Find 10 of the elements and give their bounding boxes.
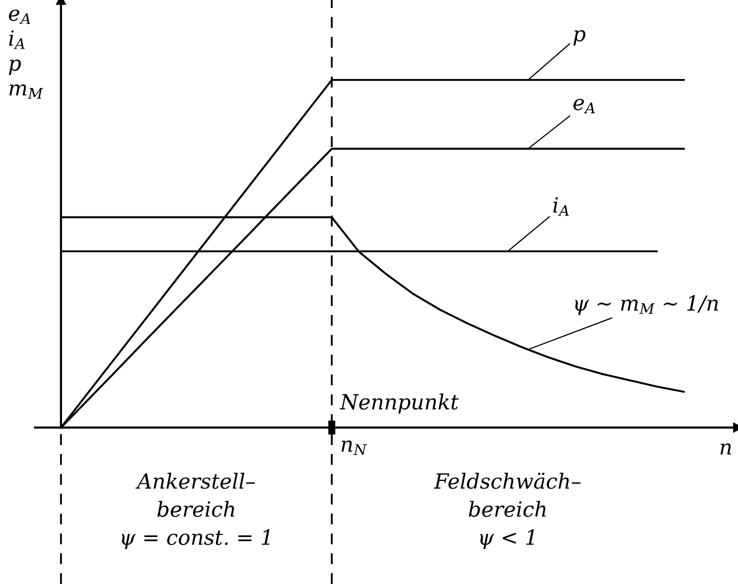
text: ψ ∼ m$_{M}$ ∼ 1/n: [575, 295, 718, 315]
text: Feldschwäch– bereich ψ < 1: [434, 472, 581, 550]
series-label: p: [573, 30, 586, 46]
y-axis-title: e$_{A}$ i$_{A}$ p m$_{M}$: [8, 10, 44, 99]
text: n$_{N}$: [342, 440, 367, 456]
series-label: i$_{A}$: [553, 197, 569, 216]
annotation: Nennpunkt: [340, 394, 459, 414]
x-axis-title: n: [720, 443, 731, 455]
text: Ankerstell– bereich ψ = const. = 1: [122, 472, 270, 550]
series-label: e$_{A}$: [573, 98, 595, 114]
